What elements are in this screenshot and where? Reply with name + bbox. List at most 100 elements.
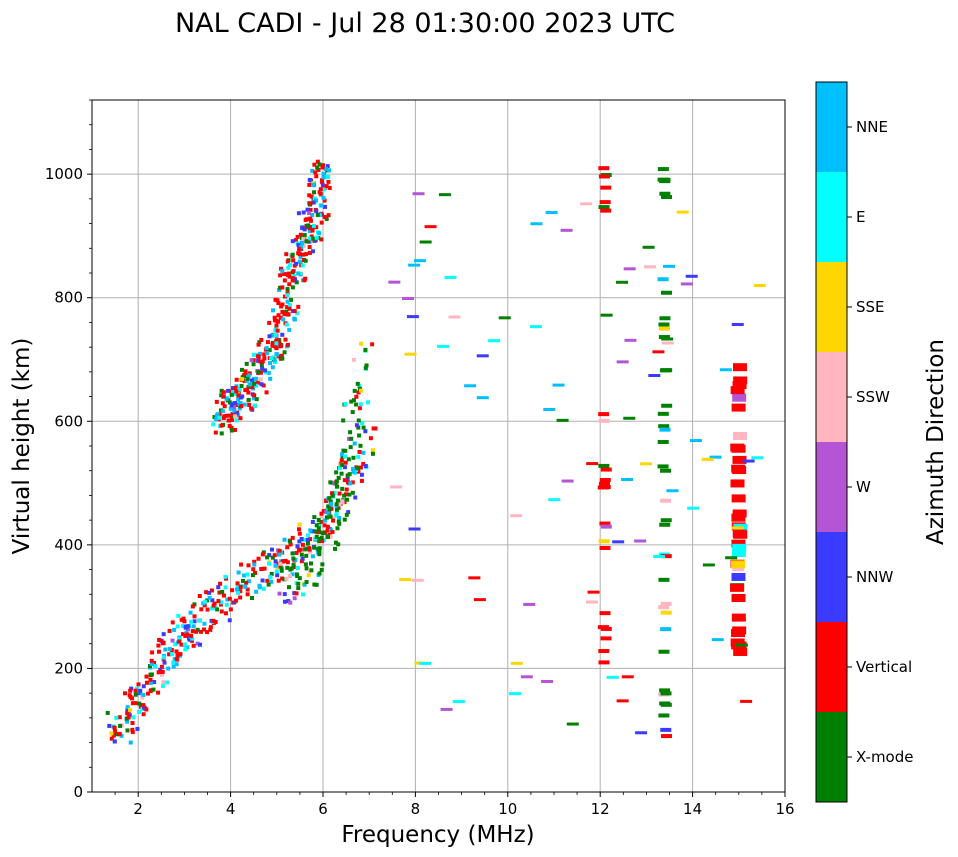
- echo-mark: [600, 185, 612, 190]
- echo-mark: [326, 213, 331, 218]
- echo-mark: [254, 589, 259, 594]
- echo-mark: [600, 208, 612, 213]
- echo-mark: [323, 204, 328, 209]
- echo-mark: [279, 353, 284, 358]
- echo-mark: [324, 515, 329, 520]
- echo-mark: [390, 485, 403, 489]
- echo-mark: [141, 692, 146, 697]
- echo-mark: [280, 332, 285, 337]
- echo-mark: [219, 431, 224, 436]
- echo-mark: [218, 602, 223, 607]
- echo-mark: [205, 598, 210, 603]
- echo-mark: [298, 271, 303, 276]
- x-tick-label: 8: [411, 800, 421, 818]
- echo-mark: [246, 373, 251, 378]
- echo-mark: [287, 306, 292, 311]
- echo-mark: [659, 316, 671, 321]
- echo-mark: [600, 524, 612, 529]
- echo-mark: [285, 272, 290, 277]
- echo-mark: [167, 628, 172, 633]
- echo-mark: [560, 228, 573, 232]
- echo-mark: [258, 370, 263, 375]
- echo-mark: [689, 439, 702, 443]
- echo-mark: [309, 568, 314, 573]
- echo-mark: [658, 577, 670, 582]
- echo-mark: [279, 266, 284, 271]
- echo-mark: [185, 624, 190, 629]
- echo-mark: [660, 627, 672, 632]
- echo-mark: [314, 235, 319, 240]
- echo-mark: [598, 205, 610, 210]
- echo-mark: [224, 396, 229, 401]
- echo-mark: [135, 726, 140, 731]
- echo-mark: [140, 703, 145, 708]
- echo-mark: [171, 664, 176, 669]
- echo-mark: [348, 481, 353, 486]
- echo-mark: [245, 592, 250, 597]
- echo-mark: [224, 602, 229, 607]
- colorbar-segment-nnw: [816, 532, 847, 622]
- echo-mark: [315, 212, 320, 217]
- echo-mark: [350, 490, 355, 495]
- echo-mark: [352, 357, 357, 362]
- echo-mark: [262, 566, 267, 571]
- echo-mark: [354, 394, 359, 399]
- colorbar-label-vertical: Vertical: [856, 658, 912, 676]
- echo-mark: [292, 596, 297, 601]
- echo-mark: [141, 712, 146, 717]
- echo-mark: [304, 580, 309, 585]
- echo-mark: [307, 226, 312, 231]
- echo-mark: [264, 390, 269, 395]
- echo-mark: [254, 376, 259, 381]
- echo-mark: [282, 278, 287, 283]
- echo-mark: [259, 363, 264, 368]
- echo-mark: [249, 406, 254, 411]
- echo-mark: [295, 544, 300, 549]
- echo-mark: [242, 402, 247, 407]
- echo-mark: [340, 454, 345, 459]
- echo-mark: [300, 556, 305, 561]
- echo-mark: [179, 617, 184, 622]
- echo-mark: [659, 522, 671, 527]
- echo-mark: [272, 318, 277, 323]
- echo-mark: [222, 404, 227, 409]
- echo-mark: [127, 713, 132, 718]
- echo-mark: [350, 410, 355, 415]
- echo-mark: [118, 723, 123, 728]
- echo-mark: [117, 731, 122, 736]
- echo-mark: [303, 562, 308, 567]
- echo-mark: [356, 425, 361, 430]
- echo-mark: [232, 427, 237, 432]
- echo-mark: [657, 167, 669, 172]
- echo-mark: [227, 400, 232, 405]
- echo-mark: [290, 278, 295, 283]
- echo-mark: [230, 386, 235, 391]
- echo-mark: [297, 259, 302, 264]
- echo-mark: [234, 377, 239, 382]
- echo-mark: [299, 552, 304, 557]
- echo-mark: [288, 539, 293, 544]
- echo-mark: [621, 675, 634, 679]
- echo-mark: [298, 547, 303, 552]
- echo-mark: [623, 267, 636, 271]
- echo-mark: [349, 436, 354, 441]
- echo-mark: [285, 565, 290, 570]
- echo-mark: [660, 610, 672, 615]
- echo-mark: [341, 418, 346, 423]
- echo-mark: [316, 167, 321, 172]
- echo-mark: [363, 463, 368, 468]
- colorbar-segment-e: [816, 172, 847, 262]
- echo-mark: [276, 301, 281, 306]
- echo-mark: [311, 182, 316, 187]
- echo-mark: [195, 641, 200, 646]
- echo-mark: [192, 619, 197, 624]
- echo-mark: [541, 679, 554, 683]
- echo-mark: [349, 399, 354, 404]
- echo-mark: [598, 166, 610, 171]
- echo-mark: [282, 537, 287, 542]
- colorbar-label-ssw: SSW: [856, 388, 890, 406]
- echo-mark: [114, 732, 119, 737]
- echo-mark: [136, 682, 141, 687]
- echo-mark: [237, 387, 242, 392]
- echo-mark: [234, 392, 239, 397]
